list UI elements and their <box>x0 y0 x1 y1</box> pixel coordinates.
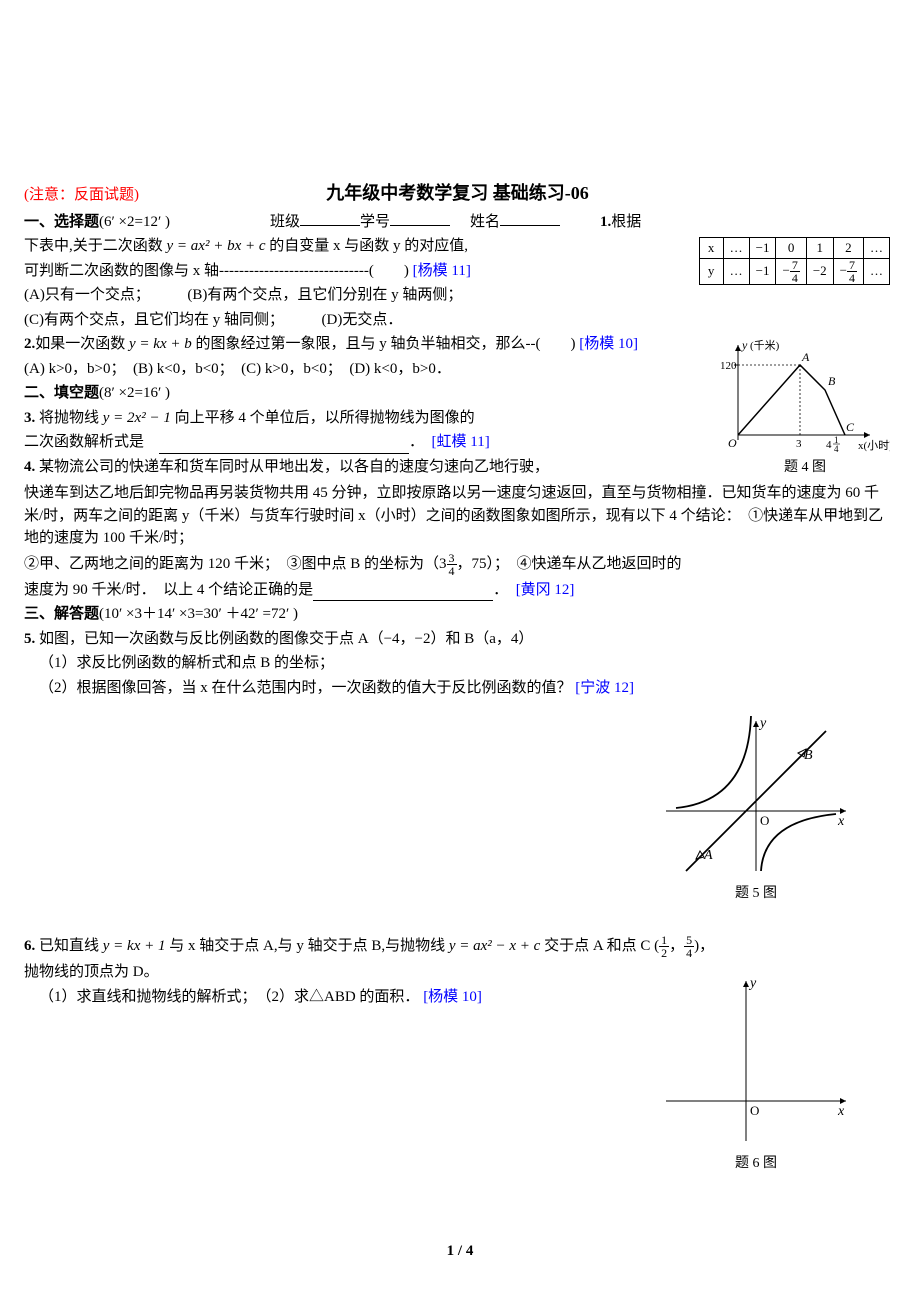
q4-line2: 快递车到达乙地后卸完物品再另装货物共用 45 分钟，立即按原路以另一速度匀速返回… <box>24 482 896 550</box>
svg-text:A: A <box>703 848 713 863</box>
page-title: 九年级中考数学复习 基础练习-06 <box>139 180 776 207</box>
q1-prefix: 1. <box>600 214 611 230</box>
svg-text:A: A <box>801 350 810 364</box>
svg-text:4: 4 <box>834 444 839 454</box>
q4-line4: 速度为 90 千米/时． 以上 4 个结论正确的是． [黄冈 12] <box>24 579 896 602</box>
q6-figure: y x O 题 6 图 <box>656 971 856 1174</box>
q5-line1: 5. 如图，已知一次函数与反比例函数的图像交于点 A（−4，−2）和 B（a，4… <box>24 628 896 651</box>
section3: 三、解答题(10′ ×3＋14′ ×3=30′ ＋42′ =72′ ) <box>24 603 896 626</box>
q4-line3: ②甲、乙两地之间的距离为 120 千米； ③图中点 B 的坐标为（334，75）… <box>24 552 896 577</box>
svg-text:y: y <box>741 338 748 352</box>
svg-text:B: B <box>828 374 836 388</box>
q6-line1: 6. 已知直线 y = kx + 1 与 x 轴交于点 A,与 y 轴交于点 B… <box>24 934 896 959</box>
svg-text:O: O <box>750 1103 759 1118</box>
q4-blank[interactable] <box>313 585 493 602</box>
q1-formula: y = ax² + bx + c <box>167 238 266 254</box>
q1-src: [杨模 11] <box>413 263 471 279</box>
svg-text:x: x <box>837 814 845 829</box>
section1-title: 一、选择题 <box>24 211 99 234</box>
q4-src: [黄冈 12] <box>516 582 575 598</box>
svg-text:(千米): (千米) <box>750 339 780 352</box>
q3-blank[interactable] <box>159 437 409 454</box>
q2-src: [杨模 10] <box>579 336 638 352</box>
q1-optsCD: (C)有两个交点，且它们均在 y 轴同侧； (D)无交点． <box>24 309 896 332</box>
q6-caption: 题 6 图 <box>656 1153 856 1174</box>
class-blank[interactable] <box>300 209 360 226</box>
svg-text:O: O <box>728 436 737 450</box>
section1-score: (6′ ×2=12′ ) <box>99 211 170 234</box>
name-blank[interactable] <box>500 209 560 226</box>
svg-text:y: y <box>758 716 767 731</box>
q5-sub1: （1）求反比例函数的解析式和点 B 的坐标； <box>39 652 896 675</box>
svg-text:x: x <box>837 1104 845 1119</box>
q5-figure: y x O A B 题 5 图 <box>656 711 856 904</box>
q5-sub2: （2）根据图像回答，当 x 在什么范围内时，一次函数的值大于反比例函数的值？ [… <box>39 677 896 700</box>
note: (注意：反面试题) <box>24 184 139 207</box>
q5-caption: 题 5 图 <box>656 883 856 904</box>
header-row: (注意：反面试题) 九年级中考数学复习 基础练习-06 <box>24 180 896 207</box>
id-blank[interactable] <box>390 209 450 226</box>
q5-src: [宁波 12] <box>575 680 634 696</box>
svg-text:y: y <box>748 976 757 991</box>
svg-text:x(小时): x(小时) <box>858 439 890 452</box>
q1-optsAB: (A)只有一个交点； (B)有两个交点，且它们分别在 y 轴两侧； <box>24 284 896 307</box>
svg-text:4: 4 <box>826 439 832 451</box>
svg-text:120: 120 <box>720 360 737 372</box>
name-label: 姓名 <box>470 211 500 234</box>
q4-figure: y (千米) x(小时) 120 A B C O 3 1 4 4 题 4 图 <box>720 335 890 478</box>
svg-text:3: 3 <box>796 438 802 450</box>
class-label: 班级 <box>270 211 300 234</box>
q1-texta: 根据 <box>611 214 641 230</box>
id-label: 学号 <box>360 211 390 234</box>
svg-text:C: C <box>846 420 855 434</box>
q4-caption: 题 4 图 <box>720 457 890 478</box>
q3-src: [虹模 11] <box>432 434 490 450</box>
section1-row: 一、选择题 (6′ ×2=12′ ) 班级 学号 姓名 1.根据 <box>24 209 896 233</box>
footer: 1 / 4 <box>0 1240 920 1263</box>
svg-text:O: O <box>760 813 769 828</box>
q1-table: x … −1 0 1 2 … y … −1 −74 −2 −74 … <box>699 237 890 285</box>
q6-src: [杨模 10] <box>423 989 482 1005</box>
